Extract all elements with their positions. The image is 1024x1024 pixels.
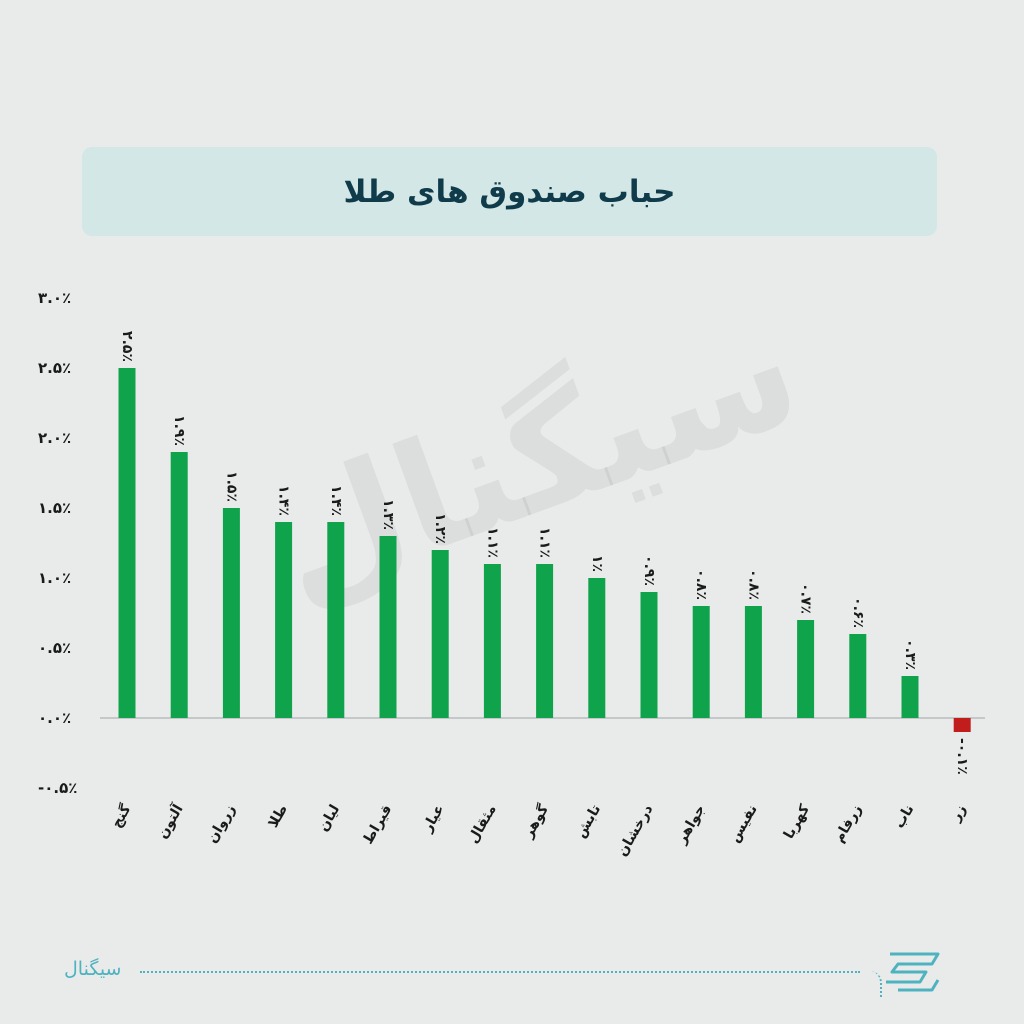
bar [275,522,293,718]
data-label: ۰.۸٪ [693,569,709,600]
data-label: ۰.۶٪ [850,597,866,628]
x-tick-label: زروان [204,802,239,846]
title-box: حباب صندوق های طلا [82,147,937,236]
x-tick-label: کهربا [781,801,814,841]
data-label: ۱٪ [589,555,605,572]
bar [901,676,919,718]
data-label: ۱.۴٪ [328,485,344,516]
bar [379,536,397,718]
bar [327,522,345,718]
data-label: ۱.۵٪ [223,471,239,502]
x-tick-label: زر [947,802,969,825]
chart-title: حباب صندوق های طلا [343,173,676,210]
data-label: ۰.۸٪ [745,569,761,600]
bar [483,564,501,718]
y-tick-label: ۱.۰٪ [38,569,71,587]
data-label: ۱.۳٪ [380,499,396,530]
bar [692,606,710,718]
x-tick-label: طلا [265,802,291,831]
y-tick-label: ۰.۵٪ [38,639,71,657]
data-label: ۰.۹٪ [641,555,657,586]
data-label: ۱.۱٪ [484,527,500,558]
data-label: ۱.۲٪ [432,513,448,544]
bar [744,606,762,718]
data-label: ۱.۴٪ [276,485,292,516]
y-tick-label: ۲.۰٪ [38,429,71,447]
x-tick-label: لیان [315,802,343,834]
data-label: ۰.۳٪ [902,639,918,670]
data-label: ۱.۱٪ [537,527,553,558]
y-tick-label: -۰.۵٪ [38,779,77,797]
x-tick-label: تابش [573,802,605,841]
x-tick-label: درخشان [614,802,656,859]
bar [640,592,658,718]
bar [536,564,554,718]
x-tick-label: نفیس [727,802,761,845]
x-tick-label: جواهر [673,802,708,847]
data-label: ۰.۷٪ [798,583,814,614]
y-tick-label: ۰.۰٪ [38,709,71,727]
bar [431,550,449,718]
bar [588,578,606,718]
bar [849,634,867,718]
bar [170,452,188,718]
data-label: ۱.۹٪ [171,415,187,446]
x-tick-label: گنج [108,801,135,831]
data-label: ۲.۵٪ [119,331,135,362]
y-tick-label: ۲.۵٪ [38,359,71,377]
footer-divider [140,971,860,973]
y-tick-label: ۳.۰٪ [38,289,71,307]
x-tick-label: آلتون [153,800,187,842]
x-tick-label: زرفام [831,802,865,845]
footer-divider-corner [860,971,882,997]
bar [118,368,136,718]
data-label: -۰.۱٪ [954,738,970,775]
bar [222,508,240,718]
x-tick-label: عیار [419,802,448,836]
bar [797,620,815,718]
x-tick-label: گوهر [519,801,552,842]
x-tick-label: قیراط [360,802,395,847]
y-tick-label: ۱.۵٪ [38,499,71,517]
signal-logo-icon [886,952,940,992]
x-tick-label: ناب [891,802,917,831]
x-tick-label: مثقال [465,802,500,846]
bar [953,718,971,732]
footer-brand: سیگنال [64,958,122,980]
